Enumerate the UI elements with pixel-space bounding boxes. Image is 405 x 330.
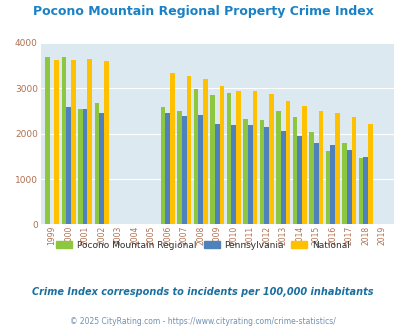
Bar [198,115,202,224]
Bar [83,109,87,224]
Bar [318,112,322,224]
Bar [346,150,351,224]
Bar [247,124,252,224]
Bar [334,113,339,224]
Bar [330,145,334,224]
Bar [351,117,355,224]
Bar [226,93,231,224]
Bar [66,107,71,224]
Bar [325,151,330,224]
Bar [301,106,306,224]
Legend: Pocono Mountain Regional, Pennsylvania, National: Pocono Mountain Regional, Pennsylvania, … [53,237,352,253]
Bar [280,131,285,224]
Bar [104,61,108,224]
Bar [243,119,247,224]
Bar [170,73,174,224]
Bar [341,143,346,224]
Bar [45,57,50,224]
Bar [297,136,301,224]
Bar [99,113,104,224]
Bar [181,116,186,224]
Bar [202,79,207,224]
Bar [367,124,372,224]
Bar [264,127,269,224]
Bar [252,91,256,224]
Bar [231,125,235,224]
Text: Pocono Mountain Regional Property Crime Index: Pocono Mountain Regional Property Crime … [32,5,373,18]
Bar [235,90,240,224]
Bar [214,124,219,224]
Bar [71,60,75,224]
Text: © 2025 CityRating.com - https://www.cityrating.com/crime-statistics/: © 2025 CityRating.com - https://www.city… [70,317,335,326]
Bar [165,113,170,224]
Bar [292,117,297,224]
Bar [62,57,66,224]
Bar [160,107,165,224]
Bar [78,109,83,224]
Bar [219,86,224,224]
Bar [186,76,191,224]
Bar [259,119,264,224]
Bar [362,157,367,224]
Bar [276,111,280,224]
Bar [177,111,181,224]
Bar [269,94,273,224]
Bar [358,158,362,224]
Bar [94,103,99,224]
Bar [193,89,198,224]
Bar [54,60,59,224]
Bar [309,132,313,224]
Bar [313,143,318,224]
Bar [87,59,92,224]
Bar [210,95,214,224]
Text: Crime Index corresponds to incidents per 100,000 inhabitants: Crime Index corresponds to incidents per… [32,287,373,297]
Bar [285,101,290,224]
